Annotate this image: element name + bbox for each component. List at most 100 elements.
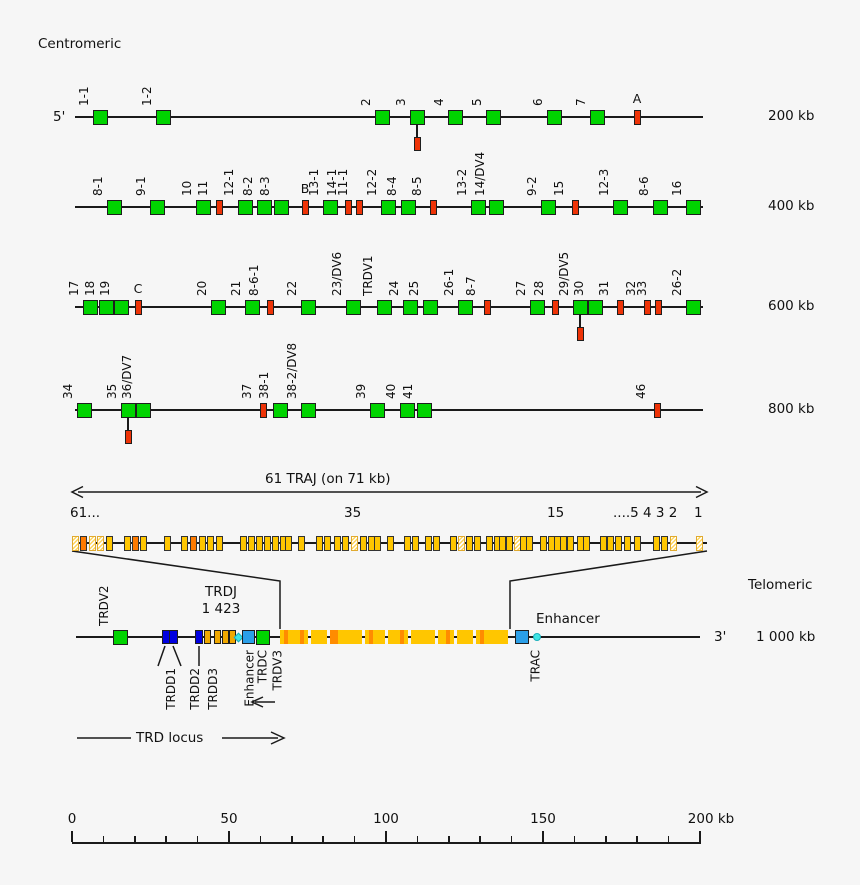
traj-box-54 [606,535,614,551]
gene-box-34 [76,402,92,418]
gene-label-21: 21 [229,280,243,296]
traj-cluster-box-4 [296,630,300,644]
gene-label-7: 7 [574,98,588,106]
traj-box-16 [255,535,263,551]
traj-box-32 [411,535,419,551]
gene-box-18 [98,299,114,315]
gene-box-13-2 [470,199,486,215]
scalebar-tick-110 [416,836,419,842]
traj-box-46 [539,535,547,551]
scalebar-tick-30 [165,836,167,842]
traj-cluster-box-23 [381,630,385,644]
traj-box-6 [131,535,139,551]
traj-cluster-box-41 [465,630,469,644]
traj-cluster-box-2 [288,630,292,644]
gene-box-10 [195,199,211,215]
traj-box-23 [323,535,331,551]
gene-box-27 [529,299,545,315]
scalebar-tick-180 [636,836,638,842]
gene-box-46 [653,402,661,418]
gene-label-31: 31 [597,280,611,296]
enhancer-label: Enhancer [536,611,600,627]
traj-cluster-box-21 [373,630,377,644]
traj-cluster-box-42 [469,630,473,644]
traj-box-3 [96,535,104,551]
gene-label-8-3: 8-3 [258,176,272,196]
gene-label-TRDD1: TRDD1 [164,668,178,710]
gene-label-37: 37 [240,383,254,399]
gene-box-16 [685,199,701,215]
traj-cluster-box-40 [461,630,465,644]
traj-cluster-box-38 [450,630,454,644]
gene-box-12-3 [612,199,628,215]
traj-cluster-box-19 [365,630,369,644]
gene-box-4 [447,109,463,125]
row-1-kb-label: 200 kb [768,108,815,124]
gene-label-26-2: 26-2 [670,268,684,296]
gene-label-33: 33 [635,280,649,296]
traj-box-12 [206,535,214,551]
traj-box-24 [333,535,341,551]
gene-label-19: 19 [98,280,112,296]
gene-label-2: 2 [359,98,373,106]
trdd2-pointer-line [172,645,182,667]
traj-box-34 [432,535,440,551]
gene-label-8-7: 8-7 [464,276,478,296]
scalebar-tick-130 [479,836,481,842]
scalebar-tick-20 [134,836,136,842]
traj-tick-label-0: 61... [70,505,101,521]
trdj-numbers-label: 1 423 [201,601,241,617]
traj-cluster-box-29 [411,630,415,644]
gene-box-TRDD3 [195,630,203,644]
traj-cluster-box-0 [280,630,284,644]
traj-cluster-box-31 [419,630,423,644]
gene-label-9-1: 9-1 [134,176,148,196]
traj-box-17 [263,535,271,551]
gene-label-8-6: 8-6 [637,176,651,196]
three-prime-label: 3' [714,629,727,645]
traj-box-14 [239,535,247,551]
traj-box-4 [105,535,113,551]
scalebar-label-4: 200 kb [687,811,735,827]
gene-label-18: 18 [83,280,97,296]
traj-box-21 [297,535,305,551]
gene-box-32 [643,299,651,315]
scalebar-label-2: 100 [373,811,399,827]
traj-cluster-box-17 [354,630,358,644]
trd-locus-label: TRD locus [136,730,204,746]
scalebar-tick-120 [448,836,450,842]
traj-cluster-box-43 [476,630,480,644]
gene-box-30 [587,299,603,315]
gene-label-26-1: 26-1 [442,268,456,296]
scalebar-tick-70 [291,836,293,842]
traj-cluster-box-28 [404,630,408,644]
gene-box-TRAC [515,630,529,644]
traj-box-52 [582,535,590,551]
traj-cluster-box-18 [358,630,362,644]
bottom-line [76,636,700,638]
traj-box-58 [652,535,660,551]
gene-label-30: 30 [572,280,586,296]
gene-box-38-1 [272,402,288,418]
gene-box-41 [416,402,432,418]
gene-box-1-1 [92,109,108,125]
gene-box-20 [210,299,226,315]
traj-cluster-box-48 [496,630,500,644]
scalebar-tick-150 [542,831,544,842]
gene-label-12-3: 12-3 [597,168,611,196]
traj-box-38 [473,535,481,551]
traj-box-36 [457,535,465,551]
gene-label-12-2: 12-2 [365,168,379,196]
gene-box-8-5 [429,199,437,215]
gene-box-17 [82,299,98,315]
gene-label-5: 5 [470,98,484,106]
gene-label-TRAC: TRAC [529,650,543,682]
traj-cluster-box-44 [480,630,484,644]
traj-box-33 [424,535,432,551]
gene-box-8-6 [652,199,668,215]
scalebar-tick-160 [573,836,576,842]
traj-cluster-box-45 [484,630,488,644]
gene-label-B: B [300,181,310,196]
traj-cluster-box-35 [438,630,442,644]
gene-label-16: 16 [670,180,684,196]
